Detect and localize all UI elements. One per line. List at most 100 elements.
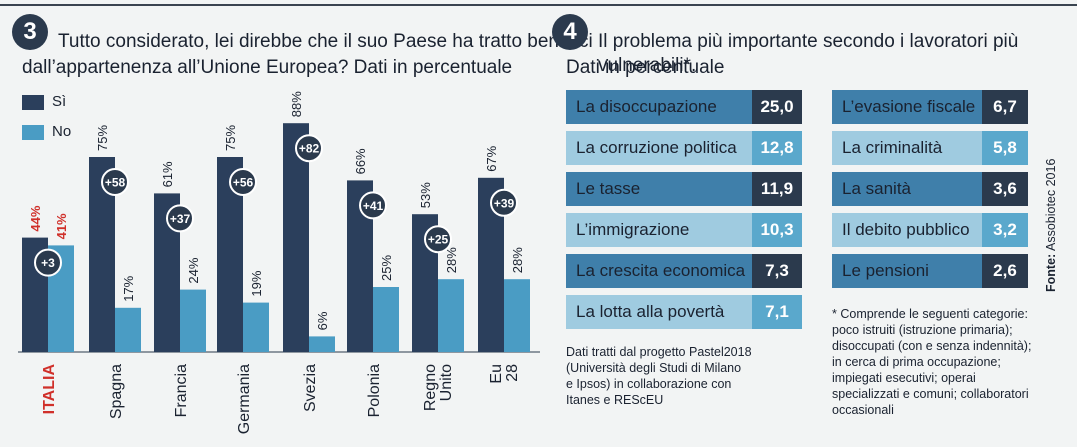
footnote-line: in cerca di prima occupazione; bbox=[832, 355, 1001, 369]
section-3-title-line1: Tutto considerato, lei direbbe che il su… bbox=[58, 31, 593, 52]
right-table-row: Le pensioni 2,6 bbox=[832, 254, 1028, 288]
left-table-label: Le tasse bbox=[566, 172, 752, 206]
source-note-line: e Ipsos) in collaborazione con bbox=[566, 377, 732, 391]
section-3-badge: 3 bbox=[12, 14, 48, 50]
category-label-2: Francia bbox=[173, 364, 190, 417]
right-table-row: La criminalità 5,8 bbox=[832, 131, 1028, 165]
bar-no-6 bbox=[438, 279, 464, 352]
value-label-si-2: 61% bbox=[160, 161, 175, 187]
bar-no-7 bbox=[504, 279, 530, 352]
footnote-line: poco istruiti (istruzione primaria); bbox=[832, 323, 1013, 337]
value-label-no-1: 17% bbox=[121, 275, 136, 301]
difference-badge-4 bbox=[295, 134, 323, 163]
top-rule bbox=[0, 4, 1077, 6]
value-label-no-6: 28% bbox=[444, 247, 459, 273]
category-label-4: Svezia bbox=[302, 364, 319, 412]
section-4-title-line1: Il problema più importante secondo i lav… bbox=[598, 31, 1019, 76]
difference-label-7: +39 bbox=[494, 196, 515, 210]
left-table-value: 7,1 bbox=[752, 295, 802, 329]
difference-badge-6 bbox=[424, 225, 452, 254]
left-table-value: 7,3 bbox=[752, 254, 802, 288]
difference-label-3: +56 bbox=[233, 176, 254, 190]
category-label-7-1: 28 bbox=[504, 364, 521, 382]
right-table-value: 5,8 bbox=[982, 131, 1028, 165]
legend-no-label: No bbox=[52, 123, 72, 140]
right-table-label: L’evasione fiscale bbox=[832, 90, 982, 124]
left-table-label: La corruzione politica bbox=[566, 131, 752, 165]
left-table-label: L’immigrazione bbox=[566, 213, 752, 247]
category-label-6-0: Regno bbox=[422, 364, 439, 411]
right-table-row: Il debito pubblico 3,2 bbox=[832, 213, 1028, 247]
value-label-si-0: 44% bbox=[28, 205, 43, 231]
footnote-categories: * Comprende le seguenti categorie: poco i… bbox=[832, 306, 1052, 418]
right-table-label: La sanità bbox=[832, 172, 982, 206]
value-label-no-2: 24% bbox=[186, 257, 201, 283]
benefits-bar-chart: 44% 41% +3 ITALIA 75% 17% +58 Spagna 61% 24% +37 Fr… bbox=[18, 91, 540, 434]
difference-label-5: +41 bbox=[363, 199, 384, 213]
footnote-line: specializzati e comuni; collaboratori bbox=[832, 387, 1029, 401]
category-label-0: ITALIA bbox=[41, 364, 58, 415]
bar-no-1 bbox=[115, 307, 141, 352]
source-note-line: (Università degli Studi di Milano bbox=[566, 361, 742, 375]
left-table-label: La crescita economica bbox=[566, 254, 752, 288]
difference-badge-5 bbox=[359, 191, 387, 220]
source-value: Assobiotec 2016 bbox=[1044, 158, 1058, 252]
difference-badge-2 bbox=[166, 204, 194, 233]
bar-no-5 bbox=[373, 287, 399, 352]
category-label-7-0: Eu bbox=[488, 364, 505, 384]
left-table-row: La disoccupazione 25,0 bbox=[566, 90, 802, 124]
value-label-no-0: 41% bbox=[54, 213, 69, 239]
value-label-si-5: 66% bbox=[353, 148, 368, 174]
category-label-1: Spagna bbox=[108, 364, 125, 419]
difference-label-2: +37 bbox=[170, 212, 191, 226]
source-note-line: Itanes e REScEU bbox=[566, 393, 664, 407]
legend-no-swatch bbox=[22, 125, 44, 140]
right-table-value: 6,7 bbox=[982, 90, 1028, 124]
difference-badge-3 bbox=[229, 168, 257, 196]
right-table-row: L’evasione fiscale 6,7 bbox=[832, 90, 1028, 124]
source-note-line: Dati tratti dal progetto Pastel2018 bbox=[566, 345, 752, 359]
left-table-value: 10,3 bbox=[752, 213, 802, 247]
bar-no-4 bbox=[309, 336, 335, 352]
section-4-title-line2: Dati in percentuale bbox=[566, 57, 725, 78]
difference-badge-1 bbox=[101, 168, 129, 196]
right-table-value: 2,6 bbox=[982, 254, 1028, 288]
source-label: Fonte: bbox=[1044, 253, 1058, 292]
value-label-si-7: 67% bbox=[484, 145, 499, 171]
difference-badge-7 bbox=[490, 188, 518, 217]
value-label-si-6: 53% bbox=[418, 182, 433, 208]
value-label-si-1: 75% bbox=[95, 125, 110, 151]
difference-label-4: +82 bbox=[299, 142, 320, 156]
category-label-3: Germania bbox=[236, 364, 253, 434]
difference-label-0: +3 bbox=[41, 256, 55, 270]
source-credit: Fonte: Assobiotec 2016 bbox=[1044, 159, 1058, 292]
section-3-title-line2: dall’appartenenza all’Unione Europea? Da… bbox=[22, 57, 513, 78]
right-table-row: La sanità 3,6 bbox=[832, 172, 1028, 206]
left-table-label: La lotta alla povertà bbox=[566, 295, 752, 329]
right-table-label: Le pensioni bbox=[832, 254, 982, 288]
footnote-line: disoccupati (con e senza indennità); bbox=[832, 339, 1032, 353]
bar-no-3 bbox=[243, 302, 269, 352]
left-table-value: 12,8 bbox=[752, 131, 802, 165]
bar-no-2 bbox=[180, 289, 206, 352]
source-note: Dati tratti dal progetto Pastel2018 (Univ… bbox=[566, 344, 806, 408]
footnote-line: * Comprende le seguenti categorie: bbox=[832, 307, 1028, 321]
left-table-label: La disoccupazione bbox=[566, 90, 752, 124]
value-label-si-4: 88% bbox=[289, 91, 304, 117]
left-table-row: La corruzione politica 12,8 bbox=[566, 131, 802, 165]
right-table-value: 3,2 bbox=[982, 213, 1028, 247]
footnote-line: occasionali bbox=[832, 403, 894, 417]
right-table-label: La criminalità bbox=[832, 131, 982, 165]
left-table-row: L’immigrazione 10,3 bbox=[566, 213, 802, 247]
value-label-si-3: 75% bbox=[223, 125, 238, 151]
footnote-line: impiegati esecutivi; operai bbox=[832, 371, 976, 385]
right-table-label: Il debito pubblico bbox=[832, 213, 982, 247]
left-table-row: La lotta alla povertà 7,1 bbox=[566, 295, 802, 329]
value-label-no-3: 19% bbox=[249, 270, 264, 296]
difference-label-1: +58 bbox=[105, 176, 126, 190]
right-table-value: 3,6 bbox=[982, 172, 1028, 206]
difference-badge-0 bbox=[34, 248, 62, 277]
section-4-badge: 4 bbox=[552, 14, 588, 50]
category-label-5: Polonia bbox=[366, 364, 383, 417]
legend-si-swatch bbox=[22, 95, 44, 110]
